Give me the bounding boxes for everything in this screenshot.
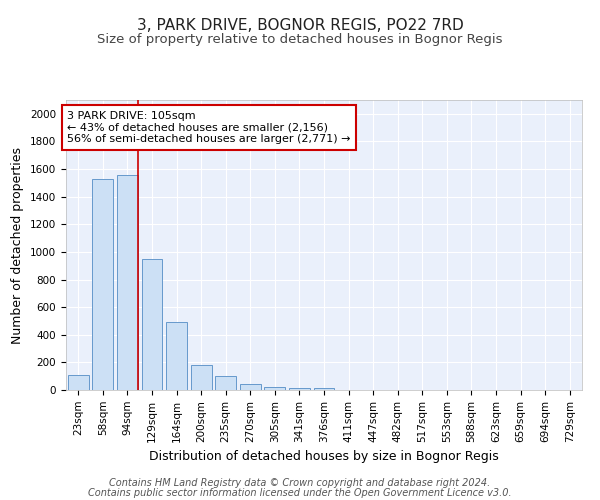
Text: 3, PARK DRIVE, BOGNOR REGIS, PO22 7RD: 3, PARK DRIVE, BOGNOR REGIS, PO22 7RD [137, 18, 463, 32]
Text: Contains HM Land Registry data © Crown copyright and database right 2024.: Contains HM Land Registry data © Crown c… [109, 478, 491, 488]
Bar [215, 376, 236, 390]
Y-axis label: Number of detached properties: Number of detached properties [11, 146, 25, 344]
Bar [166, 322, 187, 390]
Bar [68, 375, 89, 390]
Bar [92, 178, 113, 390]
Text: 3 PARK DRIVE: 105sqm
← 43% of detached houses are smaller (2,156)
56% of semi-de: 3 PARK DRIVE: 105sqm ← 43% of detached h… [67, 111, 351, 144]
Text: Size of property relative to detached houses in Bognor Regis: Size of property relative to detached ho… [97, 32, 503, 46]
Bar [240, 384, 261, 390]
Bar [142, 259, 163, 390]
Bar [265, 386, 286, 390]
Bar [117, 174, 138, 390]
Bar [289, 388, 310, 390]
Bar [191, 365, 212, 390]
Bar [314, 388, 334, 390]
Text: Contains public sector information licensed under the Open Government Licence v3: Contains public sector information licen… [88, 488, 512, 498]
X-axis label: Distribution of detached houses by size in Bognor Regis: Distribution of detached houses by size … [149, 450, 499, 463]
